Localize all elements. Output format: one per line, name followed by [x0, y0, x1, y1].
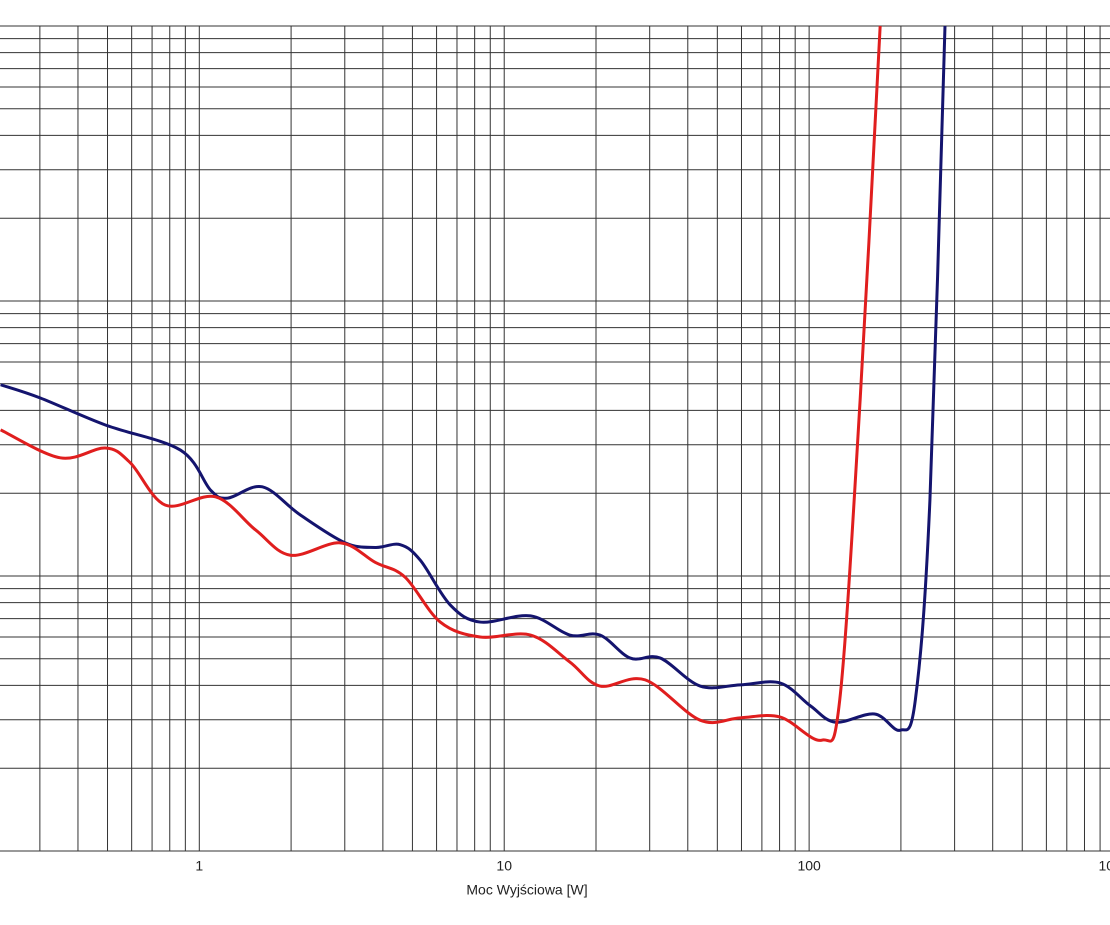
x-tick-label: 1 — [195, 858, 203, 874]
series-line — [0, 25, 947, 732]
x-tick-label: 100 — [797, 858, 821, 874]
plot-lines — [0, 25, 947, 743]
grid — [0, 25, 1110, 852]
x-axis-label: Moc Wyjściowa [W] — [466, 882, 587, 898]
x-tick-label: 1000 — [1098, 858, 1110, 874]
x-tick-label: 10 — [496, 858, 512, 874]
series-line — [0, 25, 882, 743]
